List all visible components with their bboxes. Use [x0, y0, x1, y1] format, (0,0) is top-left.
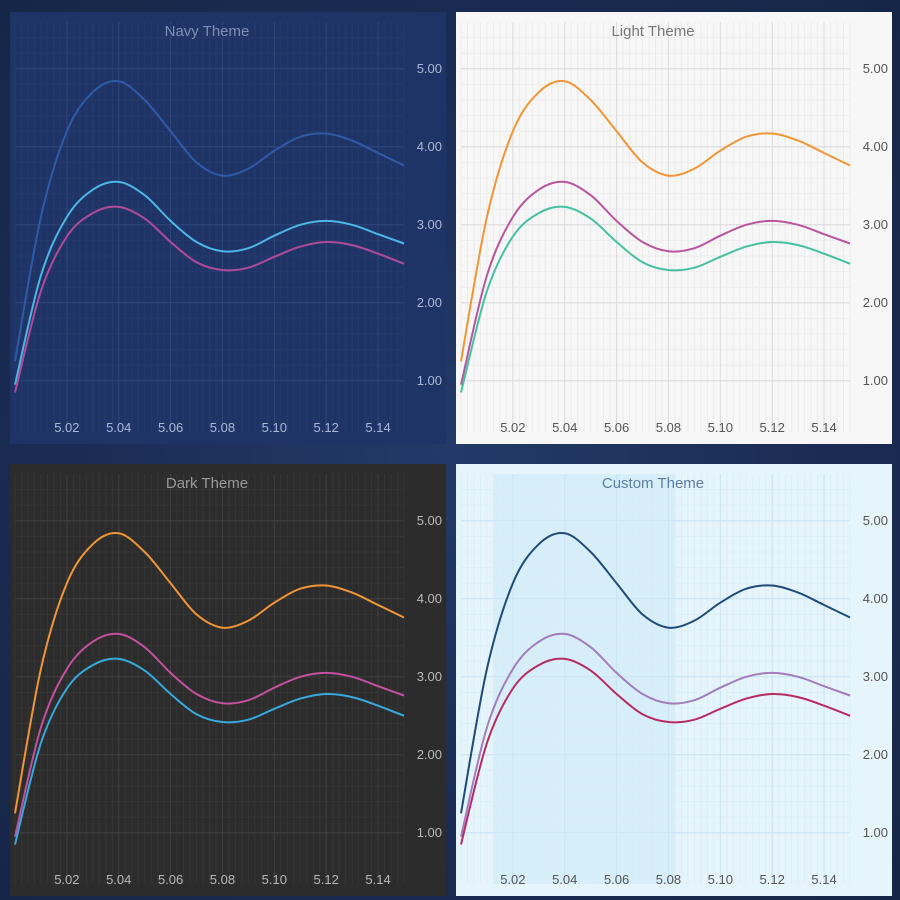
y-tick-label: 5.00	[862, 512, 888, 528]
y-tick-label: 3.00	[416, 216, 442, 232]
y-tick-label: 3.00	[862, 216, 888, 232]
y-tick-label: 5.00	[862, 60, 888, 76]
chart-plot-light	[460, 22, 851, 432]
chart-panel-dark: Dark Theme 1.00 2.00 3.00 4.00 5.00 5.02 5.04…	[10, 464, 446, 896]
y-tick-label: 4.00	[416, 590, 442, 606]
x-tick-label: 5.10	[707, 872, 733, 887]
x-tick-label: 5.14	[811, 872, 837, 887]
y-tick-label: 5.00	[416, 512, 442, 528]
x-tick-label: 5.02	[54, 420, 80, 435]
x-tick-label: 5.14	[811, 420, 837, 435]
series-line-3	[14, 205, 405, 393]
chart-panel-custom: Custom Theme 1.00 2.00 3.00 4.00 5.00 5.02 5.…	[456, 464, 892, 896]
series-line-1	[460, 532, 851, 814]
x-tick-label: 5.08	[209, 872, 236, 887]
x-tick-label: 5.04	[106, 872, 132, 887]
x-tick-label: 5.12	[313, 420, 339, 435]
series-line-2	[14, 180, 405, 385]
x-tick-label: 5.02	[54, 872, 80, 887]
series-line-3	[460, 657, 851, 845]
x-tick-label: 5.02	[500, 420, 526, 435]
y-tick-label: 2.00	[416, 746, 442, 762]
x-tick-label: 5.06	[157, 420, 184, 435]
x-tick-label: 5.04	[552, 872, 578, 887]
series-line-1	[14, 532, 405, 814]
chart-plot-custom	[460, 474, 851, 884]
y-tick-label: 1.00	[862, 824, 888, 840]
series-line-3	[460, 205, 851, 393]
series-line-1	[460, 80, 851, 362]
y-tick-label: 4.00	[862, 590, 888, 606]
chart-plot-dark	[14, 474, 405, 884]
x-tick-label: 5.02	[500, 872, 526, 887]
y-tick-label: 3.00	[862, 668, 888, 684]
x-tick-label: 5.12	[759, 420, 785, 435]
series-line-2	[14, 632, 405, 837]
chart-title: Navy Theme	[164, 23, 250, 40]
x-tick-label: 5.08	[655, 420, 682, 435]
series-line-2	[460, 180, 851, 385]
series-line-1	[14, 80, 405, 362]
x-tick-label: 5.08	[655, 872, 682, 887]
y-tick-label: 2.00	[862, 746, 888, 762]
chart-title: Dark Theme	[165, 475, 249, 492]
x-tick-label: 5.06	[603, 420, 630, 435]
x-tick-label: 5.12	[313, 872, 339, 887]
x-tick-label: 5.10	[261, 872, 287, 887]
y-tick-label: 2.00	[416, 294, 442, 310]
y-tick-label: 5.00	[416, 60, 442, 76]
y-tick-label: 3.00	[416, 668, 442, 684]
x-tick-label: 5.14	[365, 872, 391, 887]
y-tick-label: 1.00	[416, 372, 442, 388]
y-tick-label: 4.00	[862, 138, 888, 154]
chart-plot-navy	[14, 22, 405, 432]
y-tick-label: 1.00	[416, 824, 442, 840]
chart-panel-navy: Navy Theme 1.00 2.00 3.00 4.00 5.00 5.02 5.04…	[10, 12, 446, 444]
x-tick-label: 5.06	[603, 872, 630, 887]
series-line-2	[460, 632, 851, 837]
x-tick-label: 5.04	[106, 420, 132, 435]
y-tick-label: 2.00	[862, 294, 888, 310]
x-tick-label: 5.04	[552, 420, 578, 435]
chart-panel-light: Light Theme 1.00 2.00 3.00 4.00 5.00 5.02 5.0…	[456, 12, 892, 444]
x-tick-label: 5.12	[759, 872, 785, 887]
x-tick-label: 5.14	[365, 420, 391, 435]
chart-title: Custom Theme	[601, 475, 705, 492]
y-tick-label: 1.00	[862, 372, 888, 388]
y-tick-label: 4.00	[416, 138, 442, 154]
chart-title: Light Theme	[611, 23, 695, 40]
series-line-3	[14, 657, 405, 845]
x-tick-label: 5.06	[157, 872, 184, 887]
x-tick-label: 5.08	[209, 420, 236, 435]
x-tick-label: 5.10	[261, 420, 287, 435]
x-tick-label: 5.10	[707, 420, 733, 435]
